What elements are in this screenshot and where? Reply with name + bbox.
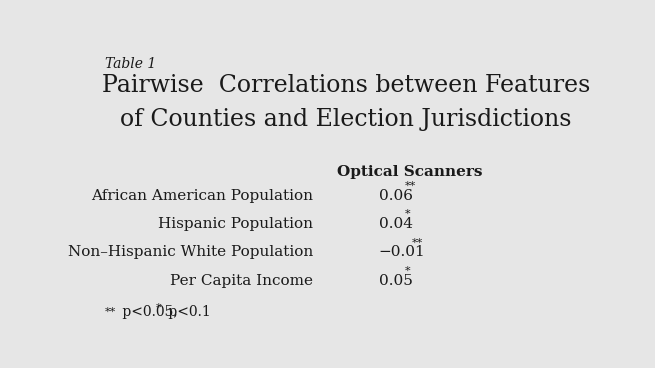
Text: *: * xyxy=(405,209,411,219)
Text: **: ** xyxy=(405,181,417,191)
Text: p<0.05,: p<0.05, xyxy=(118,305,187,319)
Text: 0.04: 0.04 xyxy=(379,217,413,231)
Text: Table 1: Table 1 xyxy=(105,57,156,71)
Text: Hispanic Population: Hispanic Population xyxy=(158,217,313,231)
Text: **: ** xyxy=(412,237,423,248)
Text: Optical Scanners: Optical Scanners xyxy=(337,164,482,178)
Text: 0.05: 0.05 xyxy=(379,274,413,288)
Text: **: ** xyxy=(105,307,116,317)
Text: of Counties and Election Jurisdictions: of Counties and Election Jurisdictions xyxy=(120,108,572,131)
Text: p<0.1: p<0.1 xyxy=(164,305,211,319)
Text: African American Population: African American Population xyxy=(91,189,313,203)
Text: Pairwise  Correlations between Features: Pairwise Correlations between Features xyxy=(102,74,590,97)
Text: *: * xyxy=(405,266,411,276)
Text: 0.06: 0.06 xyxy=(379,189,413,203)
Text: *: * xyxy=(156,303,162,313)
Text: Per Capita Income: Per Capita Income xyxy=(170,274,313,288)
Text: Non–Hispanic White Population: Non–Hispanic White Population xyxy=(67,245,313,259)
Text: −0.01: −0.01 xyxy=(379,245,426,259)
